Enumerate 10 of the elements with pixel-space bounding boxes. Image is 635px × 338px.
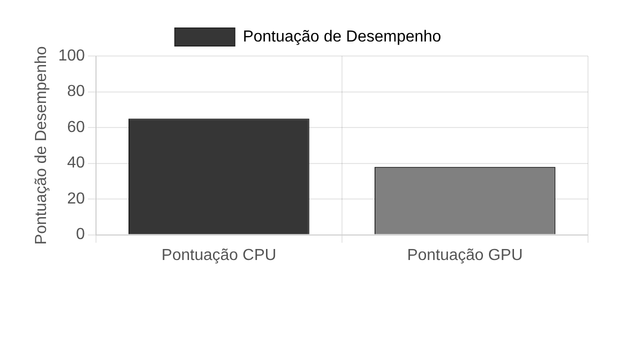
y-tick-label: 80 bbox=[67, 83, 85, 100]
x-tick-label: Pontuação GPU bbox=[407, 246, 523, 264]
legend-label: Pontuação de Desempenho bbox=[242, 28, 442, 46]
y-tick-label: 20 bbox=[67, 190, 85, 208]
y-tick-label: 0 bbox=[76, 226, 85, 244]
y-tick-label: 40 bbox=[67, 154, 85, 172]
x-tick-label: Pontuação CPU bbox=[162, 246, 276, 264]
y-axis-title: Pontuação de Desempenho bbox=[33, 46, 50, 245]
y-tick-label: 60 bbox=[67, 118, 85, 136]
y-tick-label: 100 bbox=[58, 47, 85, 64]
